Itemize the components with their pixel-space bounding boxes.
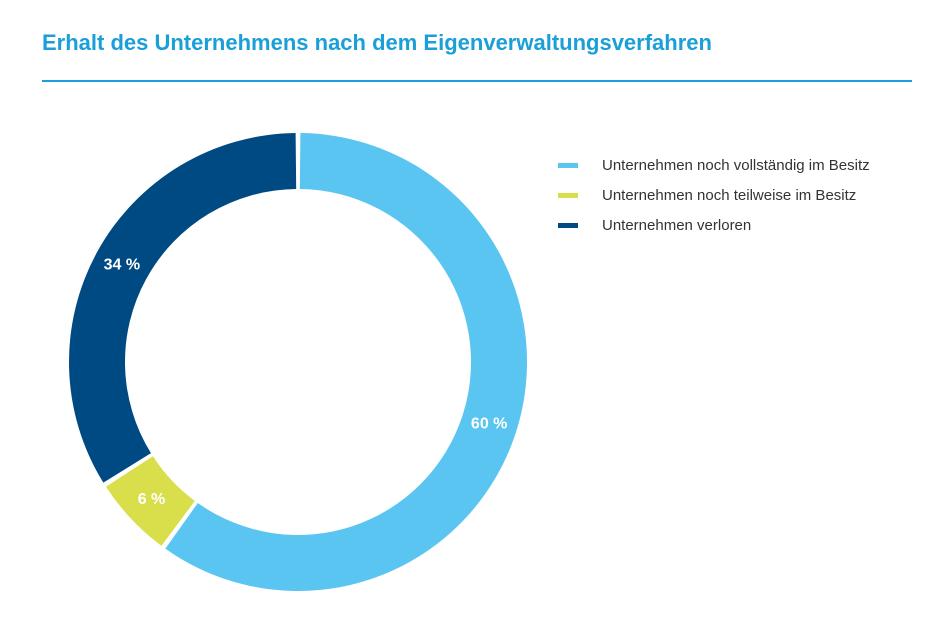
legend-label: Unternehmen noch teilweise im Besitz <box>602 186 857 204</box>
legend-swatch <box>558 162 578 168</box>
legend-item-teilweise: Unternehmen noch teilweise im Besitz <box>558 180 870 210</box>
title-divider <box>42 80 912 82</box>
chart-legend: Unternehmen noch vollständig im Besitz U… <box>558 150 870 240</box>
legend-label: Unternehmen verloren <box>602 216 752 234</box>
slice-vollstaendig <box>165 133 527 591</box>
legend-swatch <box>558 222 578 228</box>
legend-item-vollstaendig: Unternehmen noch vollständig im Besitz <box>558 150 870 180</box>
legend-item-verloren: Unternehmen verloren <box>558 210 870 240</box>
slice-verloren <box>68 133 297 483</box>
legend-label: Unternehmen noch vollständig im Besitz <box>602 156 870 174</box>
legend-swatch <box>558 192 578 198</box>
data-label: 6 % <box>138 491 166 508</box>
chart-title: Erhalt des Unternehmens nach dem Eigenve… <box>42 30 712 55</box>
slice-teilweise <box>105 456 195 546</box>
data-label: 60 % <box>471 416 507 433</box>
data-label: 34 % <box>104 257 140 274</box>
